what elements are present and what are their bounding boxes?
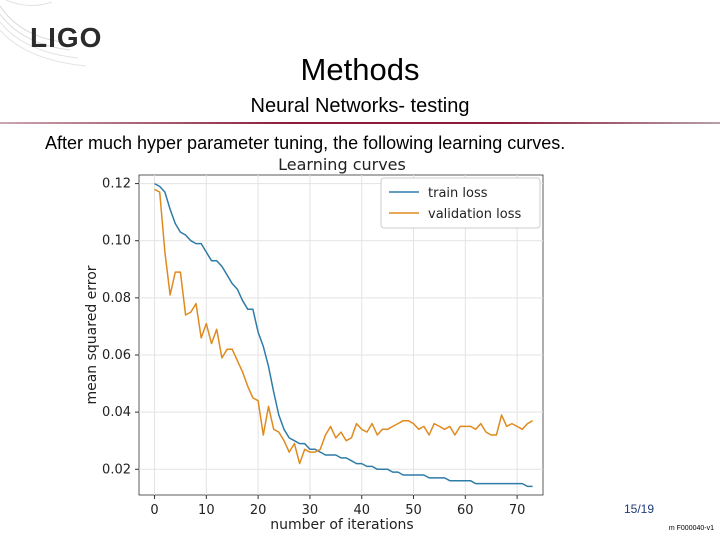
x-tick-label: 0 [150,503,158,518]
x-tick-label: 10 [198,503,215,518]
y-tick-label: 0.04 [102,405,131,420]
x-tick-label: 20 [250,503,267,518]
x-tick-label: 70 [509,503,526,518]
x-tick-label: 30 [302,503,319,518]
series-lines [154,182,533,488]
document-id: m F000040-v1 [668,525,714,532]
axes: 0 10 20 30 40 50 60 70 0.02 0.04 0.06 0.08 0.10 0.12 [102,177,525,518]
y-tick-label: 0.08 [102,291,131,306]
intro-text: After much hyper parameter tuning, the f… [45,133,566,153]
y-tick-label: 0.06 [102,348,131,363]
legend-train-label: train loss [428,186,488,201]
corner-swirl-decoration [0,0,87,67]
legend-validation-label: validation loss [428,207,521,222]
slide-title: Methods [300,52,420,87]
x-tick-label: 60 [457,503,474,518]
ligo-logo: LIGO [30,22,103,53]
train-loss-line [154,182,533,488]
grid-lines [139,175,543,495]
chart-title: Learning curves [278,155,406,174]
y-tick-label: 0.12 [102,177,131,192]
legend: train loss validation loss [380,177,541,229]
page-number: 15/19 [624,502,655,516]
learning-curves-chart: Learning curves 0 10 20 30 40 50 60 700.020.040… [84,155,544,533]
y-axis-label: mean squared error [84,265,100,404]
slide-subtitle: Neural Networks- testing [250,95,470,117]
legend-box [380,177,541,229]
x-axis-label: number of iterations [270,517,413,533]
header-divider [0,122,720,124]
y-tick-label: 0.10 [102,234,131,249]
x-tick-label: 50 [405,503,422,518]
y-tick-label: 0.02 [102,462,131,477]
validation-loss-line [154,188,533,465]
x-tick-label: 40 [353,503,370,518]
